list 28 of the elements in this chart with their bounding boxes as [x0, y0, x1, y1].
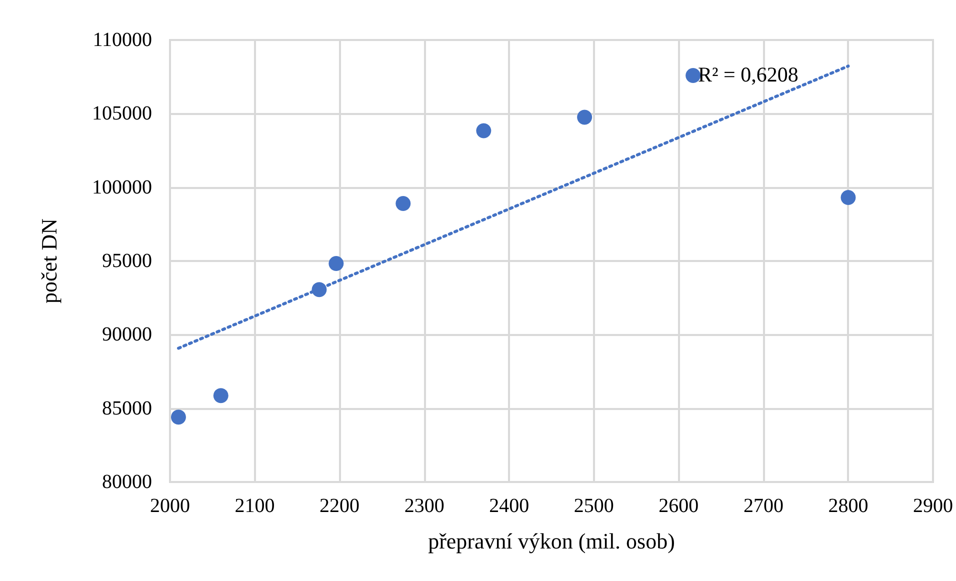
x-tick-label: 2700: [743, 495, 784, 517]
x-tick-label: 2200: [320, 495, 360, 517]
y-tick-label: 90000: [102, 324, 152, 346]
y-tick-label: 100000: [92, 176, 152, 198]
point: [577, 110, 592, 125]
point: [476, 123, 492, 138]
x-tick-label: 2100: [234, 495, 275, 517]
annotation: R² = 0,6208: [698, 62, 798, 86]
y-tick-label: 110000: [92, 29, 152, 51]
y-tick-label: 80000: [102, 471, 152, 493]
x-tick-label: 2600: [658, 495, 699, 517]
x-tick-label: 2400: [489, 495, 530, 517]
point: [396, 196, 411, 212]
point: [170, 410, 186, 425]
x-axis-title: přepravní výkon (mil. osob): [428, 528, 675, 554]
point: [312, 282, 327, 298]
x-tick-label: 2500: [574, 495, 614, 517]
x-tick-label: 2900: [913, 495, 953, 517]
x-tick-label: 2000: [150, 495, 190, 517]
y-axis-title: počet DN: [36, 218, 62, 304]
y-tick-label: 105000: [92, 102, 152, 125]
x-tick-label: 2800: [828, 495, 868, 517]
point: [840, 190, 856, 205]
point: [213, 388, 228, 404]
x-tick-label: 2300: [404, 495, 444, 517]
point: [328, 256, 344, 271]
y-tick-label: 85000: [102, 397, 152, 420]
y-tick-label: 95000: [102, 250, 152, 272]
